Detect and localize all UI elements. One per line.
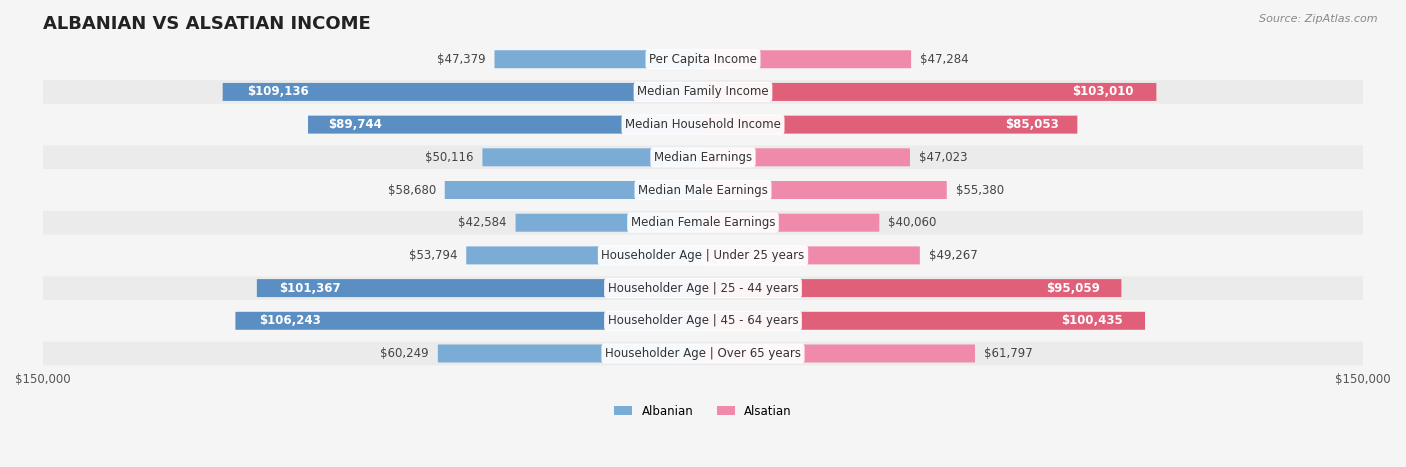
FancyBboxPatch shape [703, 149, 910, 166]
FancyBboxPatch shape [703, 312, 1144, 330]
Text: $50,116: $50,116 [425, 151, 474, 164]
Text: ALBANIAN VS ALSATIAN INCOME: ALBANIAN VS ALSATIAN INCOME [42, 15, 371, 33]
FancyBboxPatch shape [42, 211, 1364, 234]
FancyBboxPatch shape [42, 48, 1364, 71]
FancyBboxPatch shape [42, 80, 1364, 104]
FancyBboxPatch shape [703, 83, 1156, 101]
FancyBboxPatch shape [437, 345, 703, 362]
FancyBboxPatch shape [42, 276, 1364, 300]
Text: $100,435: $100,435 [1062, 314, 1123, 327]
FancyBboxPatch shape [703, 279, 1122, 297]
Text: Median Family Income: Median Family Income [637, 85, 769, 99]
Text: $106,243: $106,243 [259, 314, 321, 327]
Text: Median Household Income: Median Household Income [626, 118, 780, 131]
Text: $58,680: $58,680 [388, 184, 436, 197]
FancyBboxPatch shape [444, 181, 703, 199]
Text: $47,379: $47,379 [437, 53, 485, 66]
Text: $47,284: $47,284 [920, 53, 969, 66]
FancyBboxPatch shape [703, 214, 879, 232]
FancyBboxPatch shape [482, 149, 703, 166]
FancyBboxPatch shape [495, 50, 703, 68]
FancyBboxPatch shape [235, 312, 703, 330]
Text: $40,060: $40,060 [889, 216, 936, 229]
Text: Median Female Earnings: Median Female Earnings [631, 216, 775, 229]
Text: $85,053: $85,053 [1005, 118, 1059, 131]
Text: $47,023: $47,023 [918, 151, 967, 164]
FancyBboxPatch shape [308, 116, 703, 134]
FancyBboxPatch shape [42, 309, 1364, 333]
Text: Householder Age | Under 25 years: Householder Age | Under 25 years [602, 249, 804, 262]
Text: $95,059: $95,059 [1046, 282, 1101, 295]
Text: Householder Age | 45 - 64 years: Householder Age | 45 - 64 years [607, 314, 799, 327]
FancyBboxPatch shape [42, 244, 1364, 267]
Text: $53,794: $53,794 [409, 249, 457, 262]
Text: $103,010: $103,010 [1073, 85, 1133, 99]
Text: $60,249: $60,249 [381, 347, 429, 360]
Text: Median Male Earnings: Median Male Earnings [638, 184, 768, 197]
Text: $61,797: $61,797 [984, 347, 1032, 360]
FancyBboxPatch shape [703, 247, 920, 264]
Legend: Albanian, Alsatian: Albanian, Alsatian [610, 400, 796, 423]
Text: $55,380: $55,380 [956, 184, 1004, 197]
Text: $101,367: $101,367 [280, 282, 340, 295]
FancyBboxPatch shape [42, 178, 1364, 202]
Text: Median Earnings: Median Earnings [654, 151, 752, 164]
FancyBboxPatch shape [467, 247, 703, 264]
FancyBboxPatch shape [42, 342, 1364, 365]
FancyBboxPatch shape [703, 181, 946, 199]
FancyBboxPatch shape [703, 116, 1077, 134]
Text: $49,267: $49,267 [928, 249, 977, 262]
FancyBboxPatch shape [703, 50, 911, 68]
FancyBboxPatch shape [222, 83, 703, 101]
Text: Per Capita Income: Per Capita Income [650, 53, 756, 66]
Text: Householder Age | 25 - 44 years: Householder Age | 25 - 44 years [607, 282, 799, 295]
FancyBboxPatch shape [516, 214, 703, 232]
FancyBboxPatch shape [257, 279, 703, 297]
Text: $109,136: $109,136 [246, 85, 308, 99]
FancyBboxPatch shape [703, 345, 974, 362]
Text: Householder Age | Over 65 years: Householder Age | Over 65 years [605, 347, 801, 360]
Text: $42,584: $42,584 [458, 216, 506, 229]
Text: Source: ZipAtlas.com: Source: ZipAtlas.com [1260, 14, 1378, 24]
FancyBboxPatch shape [42, 113, 1364, 136]
Text: $89,744: $89,744 [328, 118, 381, 131]
FancyBboxPatch shape [42, 146, 1364, 169]
